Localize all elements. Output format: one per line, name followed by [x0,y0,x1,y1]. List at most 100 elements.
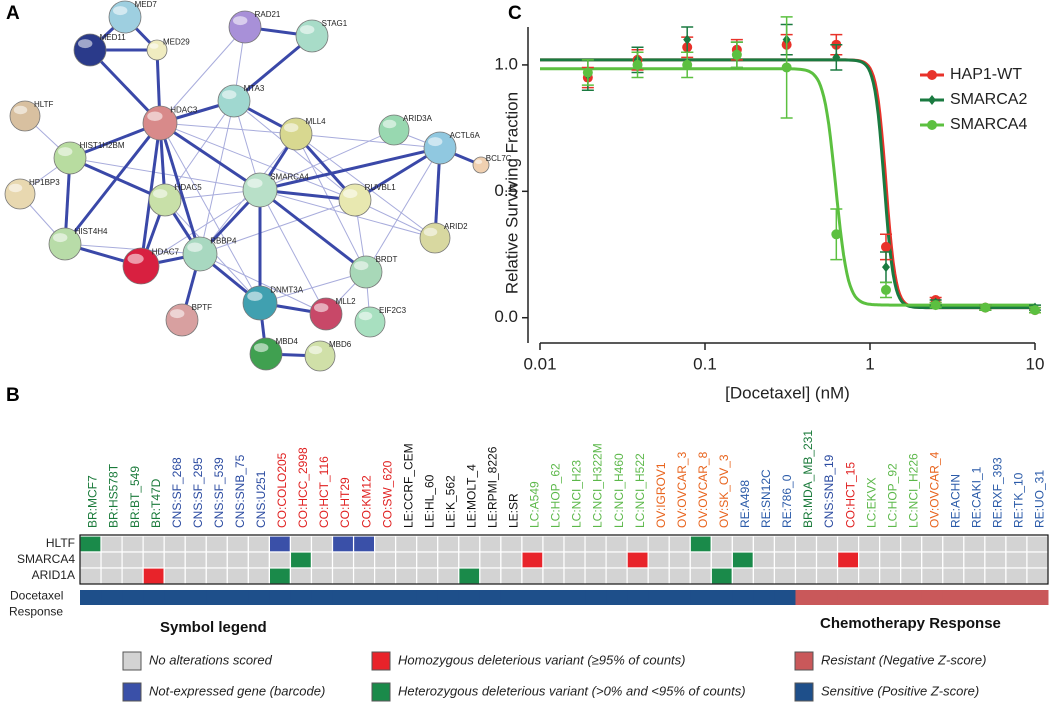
column-label: CNS:SF_295 [191,457,205,528]
legend-label: Not-expressed gene (barcode) [149,683,325,698]
cell [479,567,502,585]
marker [880,241,891,252]
legend-swatch [122,651,142,671]
cell [206,590,228,605]
cell [395,567,418,585]
column-label: BR:HS578T [107,463,121,528]
cell [626,551,649,569]
legend-swatch [794,682,814,702]
cell [942,590,965,605]
cell [248,590,270,605]
cell [731,535,754,553]
column-label: CNS:SNB_19 [822,454,836,528]
cell [921,535,944,553]
node-label: RUVBL1 [365,183,397,192]
cell [310,567,334,585]
cell [247,567,270,585]
cell [605,567,628,585]
node-highlight [53,233,68,243]
cell [226,535,249,553]
cell [521,567,544,585]
edge [259,129,395,191]
column-label: OV:IGROV1 [654,462,668,528]
cell [1026,590,1049,605]
panel-label: A [6,3,20,24]
cell [794,567,818,585]
marker [781,62,792,73]
marker [880,284,891,295]
node-label: BPTF [192,303,213,312]
cell [395,590,418,605]
cell [395,551,418,569]
node-highlight [113,6,128,16]
fit-curve [540,58,1035,310]
cell [542,551,565,569]
cell [122,590,144,605]
cell [164,590,186,605]
column-label: OV:OVCAR_8 [696,451,710,528]
cell [226,551,249,569]
cell [585,590,607,605]
cell [921,551,944,569]
column-label: OV:OVCAR_4 [927,451,941,528]
cell [500,567,523,585]
row-label: ARID1A [32,568,75,582]
cell [816,590,839,605]
node-label: BCL7C [486,154,512,163]
column-label: LE:K_562 [443,475,457,528]
legend-swatch [371,651,391,671]
node-label: MLL2 [336,297,357,306]
cell [227,590,249,605]
cell [1005,590,1028,605]
column-label: LE:RPMI_8226 [486,446,500,528]
node-highlight [247,178,263,188]
cell [1005,535,1028,553]
column-label: LC:HOP_62 [549,463,563,528]
node-highlight [170,309,185,319]
node-highlight [57,147,73,157]
cell [479,551,502,569]
cell [437,590,460,605]
column-label: RE:TK_10 [1012,472,1026,528]
marker [683,34,692,45]
cell [815,551,839,569]
cell [184,551,207,569]
column-label: RE:RXF_393 [991,457,1005,528]
column-label: LE:HL_60 [422,474,436,528]
node-highlight [382,119,397,129]
cell [100,567,123,585]
column-label: RE:UO_31 [1033,470,1047,528]
column-label: CO:HCT_15 [843,462,857,528]
legend-label: Resistant (Negative Z-score) [821,652,986,667]
cell [731,567,754,585]
column-label: CO:SW_620 [380,460,394,528]
node-label: EIF2C3 [379,306,407,315]
edge [69,157,261,191]
cell [121,535,144,553]
cell [563,551,586,569]
node-label: MTA3 [244,84,265,93]
node-label: MED11 [100,33,127,42]
cell [900,567,923,585]
edge [158,122,202,255]
cell [584,535,607,553]
cell [563,535,586,553]
cell [753,590,775,605]
edge [63,122,162,245]
edge [259,146,441,192]
dose-response-chart: 0.0 0.5 1.0 0.01 0.1 1 10 [Docetaxel] (nM) Relat… [494,16,1045,402]
cell [268,551,292,569]
x-tick-label: 10 [1026,354,1045,373]
heatmap: BR:MCF7 BR:HS578T BR:BT_549 BR:T47D CNS:SF_2… [9,430,1049,702]
legend-swatch [371,682,391,702]
cell [773,551,797,569]
node-highlight [13,105,28,115]
node-label: ACTL6A [450,131,481,140]
edge [259,188,367,274]
node-label: ARID2 [444,222,468,231]
column-label: LC:EKVX [864,477,878,528]
cell [331,567,355,585]
cell [437,567,460,585]
node-highlight [187,242,203,252]
